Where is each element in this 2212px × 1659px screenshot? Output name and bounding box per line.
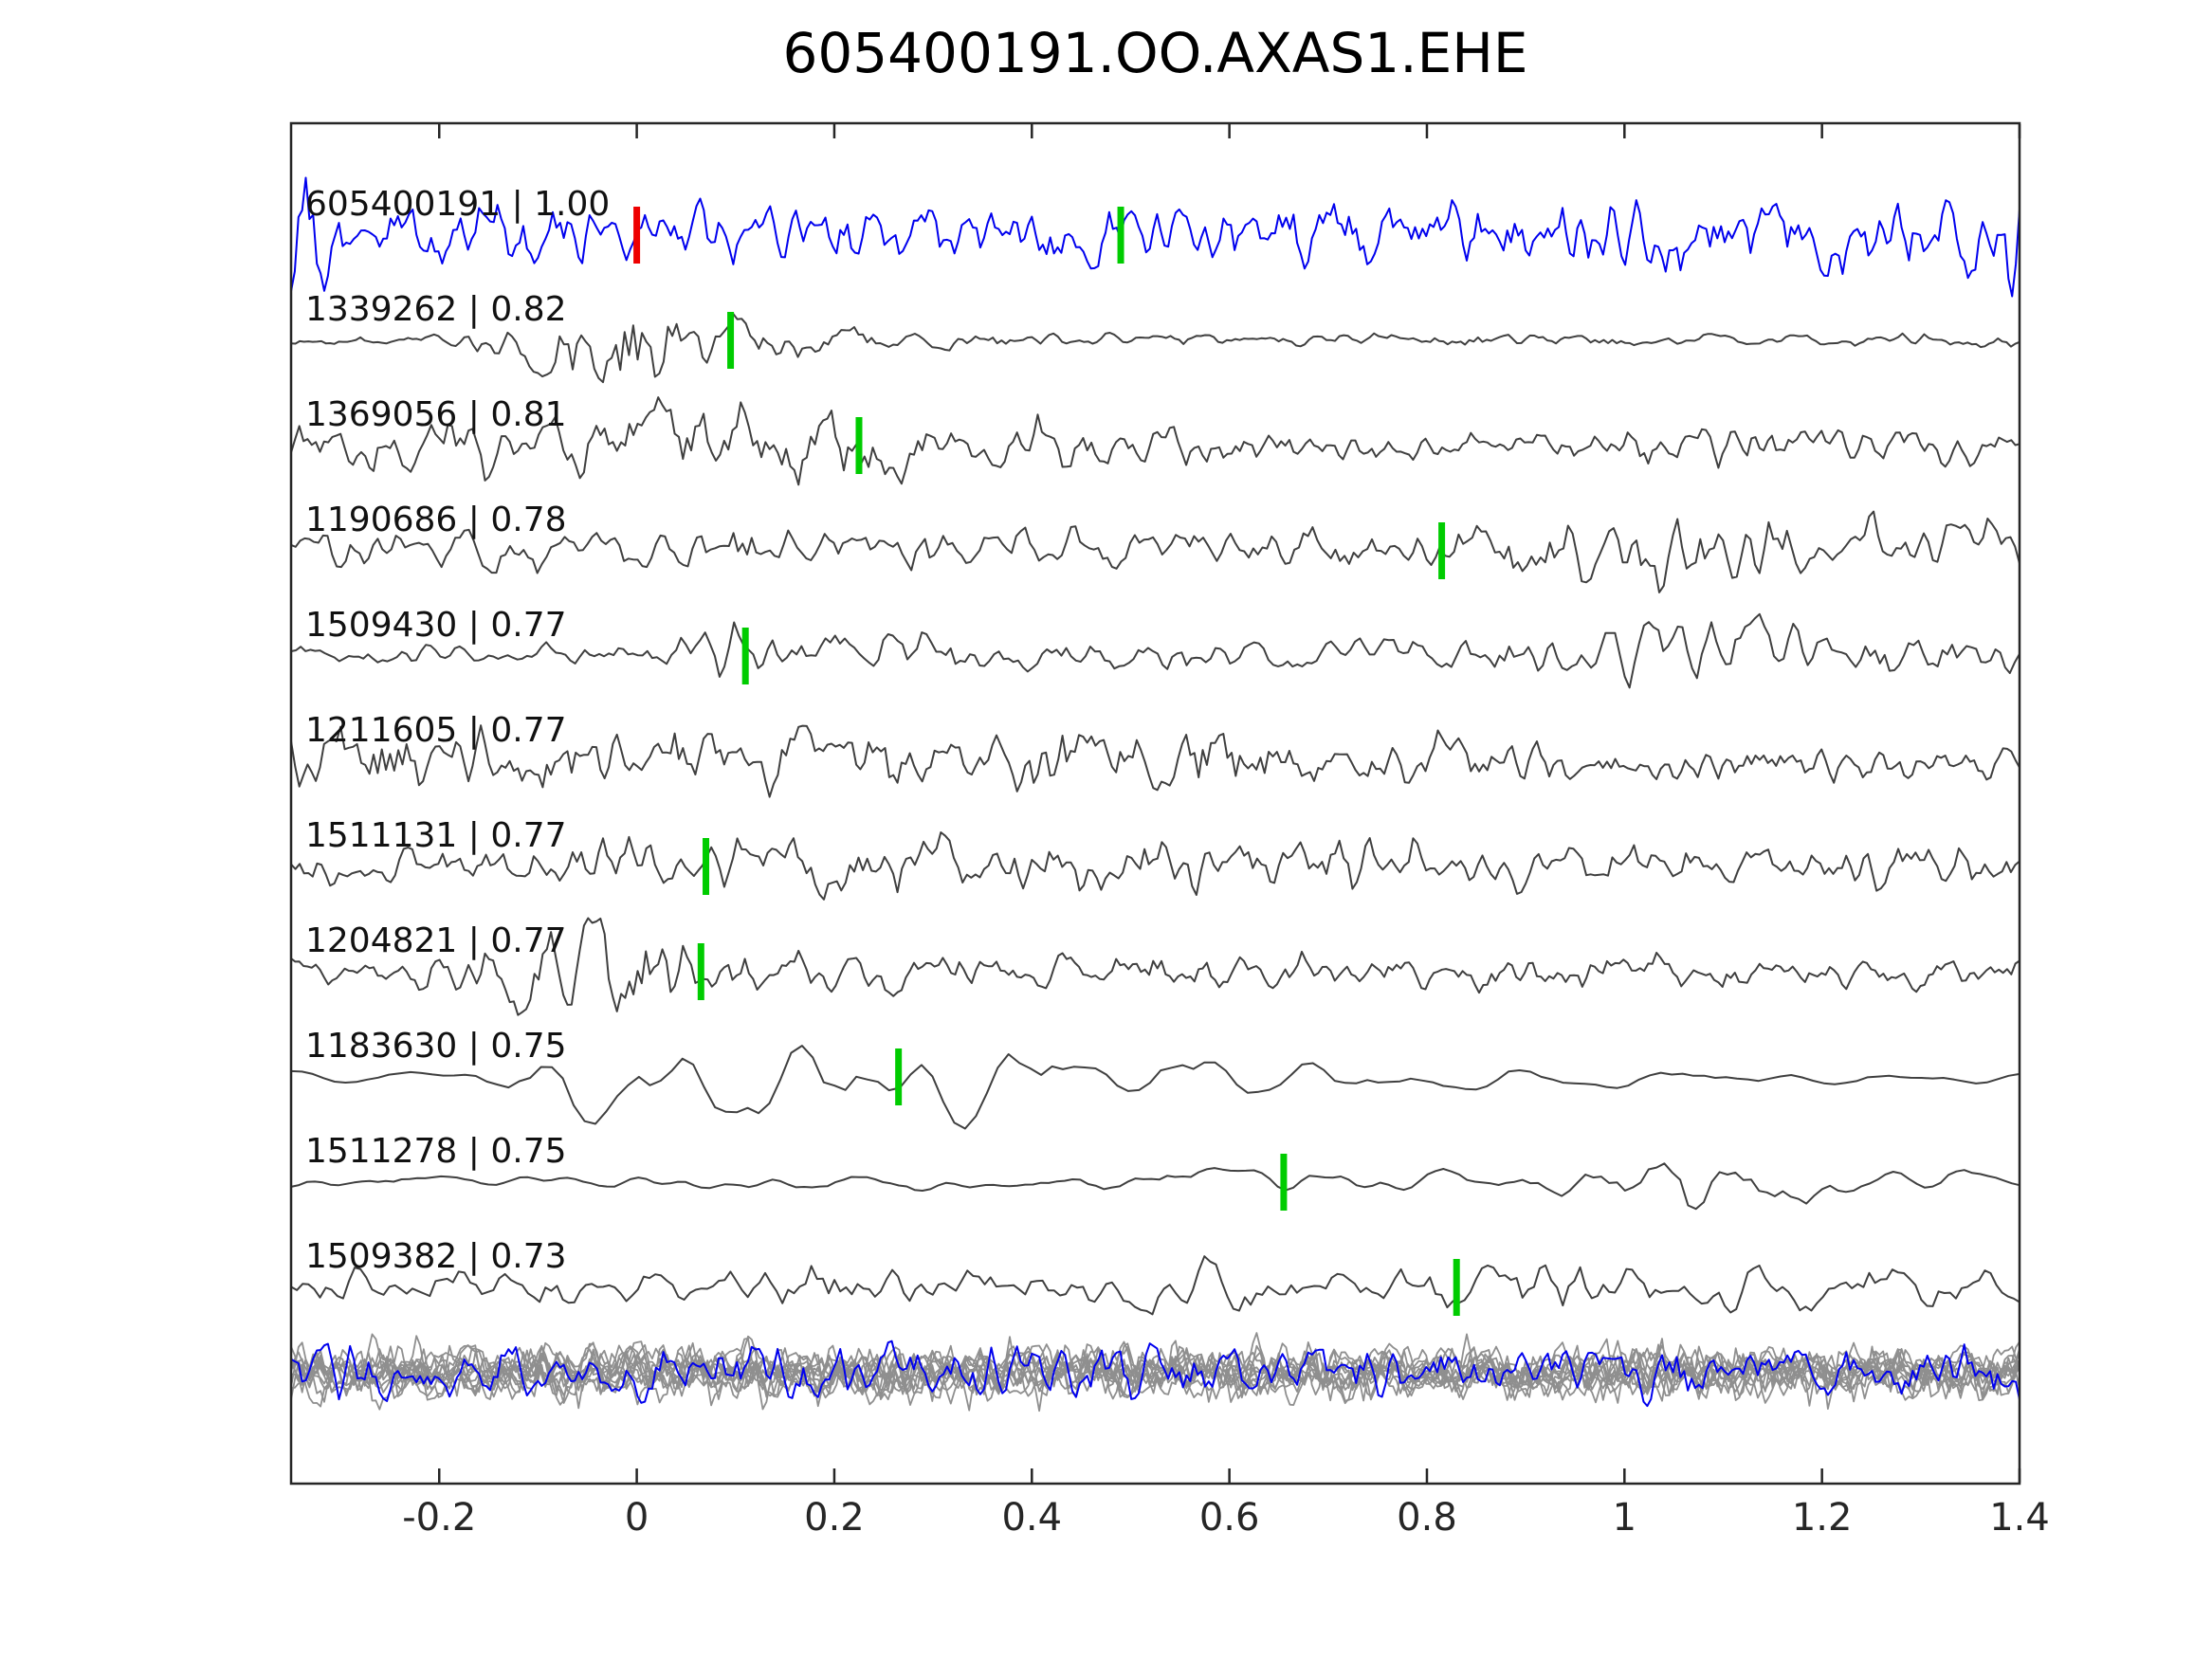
x-tick-label: 1 — [1612, 1496, 1637, 1540]
x-tick-label: -0.2 — [402, 1496, 477, 1540]
trace-label: 1511131 | 0.77 — [305, 816, 567, 855]
x-tick-label: 0.2 — [804, 1496, 865, 1540]
plot-title: 605400191.OO.AXAS1.EHE — [782, 21, 1528, 85]
x-tick-label: 0.4 — [1001, 1496, 1063, 1540]
trace-label: 1183630 | 0.75 — [305, 1027, 567, 1066]
x-tick-label: 0 — [624, 1496, 649, 1540]
waveform-trace — [290, 724, 2020, 798]
waveform-trace — [290, 917, 2020, 1016]
x-tick-label: 1.2 — [1791, 1496, 1853, 1540]
trace-label: 1511278 | 0.75 — [305, 1132, 567, 1171]
trace-label: 1369056 | 0.81 — [305, 395, 567, 434]
waveform-trace — [290, 612, 2020, 689]
waveform-trace — [290, 831, 2020, 901]
waveform-trace — [290, 510, 2020, 593]
waveform-trace — [290, 396, 2020, 486]
overlay-trace — [290, 1340, 2020, 1407]
overlay-trace — [290, 1335, 2020, 1411]
x-tick-label: 0.6 — [1198, 1496, 1260, 1540]
trace-label: 1509430 | 0.77 — [305, 606, 567, 645]
waveform-trace — [290, 176, 2020, 298]
overlay-trace-template — [290, 1340, 2020, 1408]
trace-label: 1339262 | 0.82 — [305, 290, 567, 329]
trace-label: 1509382 | 0.73 — [305, 1237, 567, 1276]
overlay-trace — [290, 1335, 2020, 1408]
waveform-trace — [290, 312, 2020, 384]
trace-label: 1204821 | 0.77 — [305, 921, 567, 960]
trace-label: 1190686 | 0.78 — [305, 501, 567, 539]
x-tick-label: 1.4 — [1989, 1496, 2050, 1540]
x-tick-label: 0.8 — [1397, 1496, 1457, 1540]
waveform-trace — [290, 1162, 2020, 1211]
waveform-trace — [290, 1255, 2020, 1316]
waveform-trace — [290, 1045, 2020, 1130]
trace-label: 1211605 | 0.77 — [305, 711, 567, 750]
plot-border — [289, 121, 2021, 1486]
trace-label: 605400191 | 1.00 — [305, 185, 611, 224]
